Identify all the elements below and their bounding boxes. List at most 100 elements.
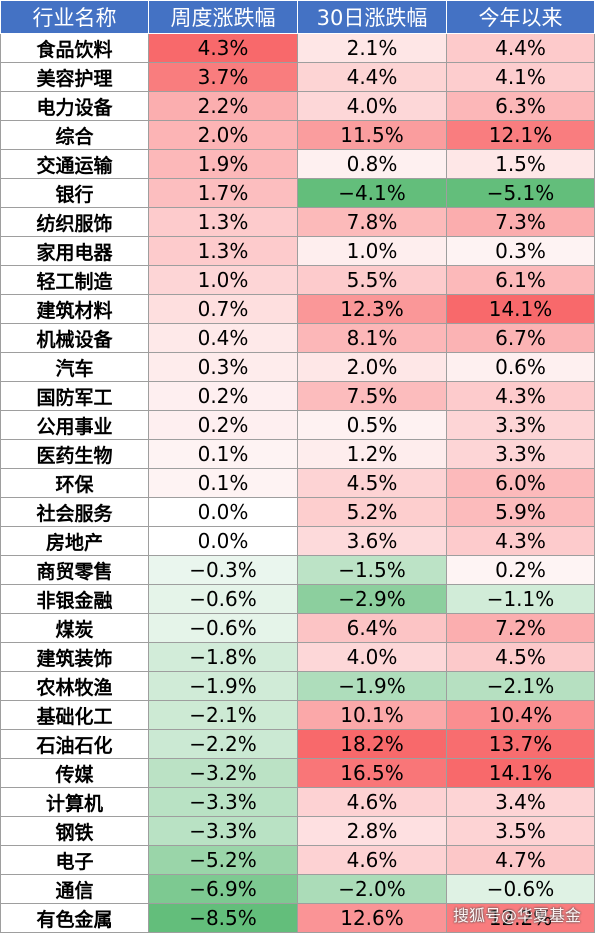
table-row: 环保 0.1% 4.5% 6.0%	[0, 468, 595, 498]
weekly-change-cell: 3.7%	[148, 62, 298, 92]
ytd-change-cell: 4.3%	[446, 381, 595, 411]
industry-name-cell: 纺织服饰	[0, 207, 149, 237]
weekly-change-cell: −0.6%	[148, 584, 298, 614]
ytd-change-cell: 12.1%	[446, 120, 595, 150]
30day-change-cell: 5.2%	[297, 497, 447, 527]
weekly-change-cell: −3.2%	[148, 758, 298, 788]
industry-name-cell: 汽车	[0, 352, 149, 382]
ytd-change-cell: 4.7%	[446, 845, 595, 875]
30day-change-cell: 18.2%	[297, 729, 447, 759]
ytd-change-cell: 4.4%	[446, 33, 595, 63]
weekly-change-cell: 0.0%	[148, 497, 298, 527]
30day-change-cell: −1.9%	[297, 671, 447, 701]
table-row: 煤炭 −0.6% 6.4% 7.2%	[0, 613, 595, 643]
table-row: 食品饮料 4.3% 2.1% 4.4%	[0, 33, 595, 63]
table-row: 纺织服饰 1.3% 7.8% 7.3%	[0, 207, 595, 237]
30day-change-cell: 4.4%	[297, 62, 447, 92]
ytd-change-cell: 0.2%	[446, 555, 595, 585]
ytd-change-cell: 3.4%	[446, 787, 595, 817]
weekly-change-cell: −2.2%	[148, 729, 298, 759]
30day-change-cell: 5.5%	[297, 265, 447, 295]
30day-change-cell: 4.6%	[297, 787, 447, 817]
30day-change-cell: 4.6%	[297, 845, 447, 875]
table-row: 非银金融 −0.6% −2.9% −1.1%	[0, 584, 595, 614]
ytd-change-cell: 0.3%	[446, 236, 595, 266]
weekly-change-cell: 0.0%	[148, 526, 298, 556]
header-row: 行业名称 周度涨跌幅 30日涨跌幅 今年以来	[0, 0, 595, 34]
industry-name-cell: 银行	[0, 178, 149, 208]
30day-change-cell: 1.2%	[297, 439, 447, 469]
weekly-change-cell: 0.4%	[148, 323, 298, 353]
30day-change-cell: 10.1%	[297, 700, 447, 730]
weekly-change-cell: 2.2%	[148, 91, 298, 121]
industry-name-cell: 国防军工	[0, 381, 149, 411]
industry-name-cell: 轻工制造	[0, 265, 149, 295]
industry-name-cell: 房地产	[0, 526, 149, 556]
table-row: 钢铁 −3.3% 2.8% 3.5%	[0, 816, 595, 846]
weekly-change-cell: −1.8%	[148, 642, 298, 672]
weekly-change-cell: −0.3%	[148, 555, 298, 585]
weekly-change-cell: 0.2%	[148, 381, 298, 411]
30day-change-cell: 8.1%	[297, 323, 447, 353]
weekly-change-cell: −1.9%	[148, 671, 298, 701]
ytd-change-cell: 14.1%	[446, 294, 595, 324]
industry-name-cell: 传媒	[0, 758, 149, 788]
weekly-change-cell: 0.1%	[148, 439, 298, 469]
ytd-change-cell: −5.1%	[446, 178, 595, 208]
ytd-change-cell: 6.3%	[446, 91, 595, 121]
weekly-change-cell: −2.1%	[148, 700, 298, 730]
table-row: 国防军工 0.2% 7.5% 4.3%	[0, 381, 595, 411]
ytd-change-cell: 7.2%	[446, 613, 595, 643]
ytd-change-cell: 3.5%	[446, 816, 595, 846]
weekly-change-cell: 1.0%	[148, 265, 298, 295]
ytd-change-cell: −2.1%	[446, 671, 595, 701]
ytd-change-cell: 1.5%	[446, 149, 595, 179]
table-row: 汽车 0.3% 2.0% 0.6%	[0, 352, 595, 382]
header-ytd-change: 今年以来	[446, 0, 595, 34]
ytd-change-cell: 4.5%	[446, 642, 595, 672]
ytd-change-cell: 14.1%	[446, 758, 595, 788]
ytd-change-cell: 3.3%	[446, 410, 595, 440]
table-row: 公用事业 0.2% 0.5% 3.3%	[0, 410, 595, 440]
header-30day-change: 30日涨跌幅	[297, 0, 447, 34]
industry-name-cell: 食品饮料	[0, 33, 149, 63]
weekly-change-cell: 1.3%	[148, 207, 298, 237]
weekly-change-cell: −5.2%	[148, 845, 298, 875]
30day-change-cell: 3.6%	[297, 526, 447, 556]
table-row: 农林牧渔 −1.9% −1.9% −2.1%	[0, 671, 595, 701]
weekly-change-cell: −3.3%	[148, 816, 298, 846]
ytd-change-cell: 13.7%	[446, 729, 595, 759]
30day-change-cell: 2.0%	[297, 352, 447, 382]
ytd-change-cell: 5.9%	[446, 497, 595, 527]
ytd-change-cell: 6.0%	[446, 468, 595, 498]
industry-name-cell: 环保	[0, 468, 149, 498]
table-row: 交通运输 1.9% 0.8% 1.5%	[0, 149, 595, 179]
ytd-change-cell: −1.1%	[446, 584, 595, 614]
weekly-change-cell: 0.2%	[148, 410, 298, 440]
ytd-change-cell: 0.6%	[446, 352, 595, 382]
30day-change-cell: 6.4%	[297, 613, 447, 643]
table-row: 计算机 −3.3% 4.6% 3.4%	[0, 787, 595, 817]
30day-change-cell: 7.5%	[297, 381, 447, 411]
table-row: 社会服务 0.0% 5.2% 5.9%	[0, 497, 595, 527]
industry-name-cell: 机械设备	[0, 323, 149, 353]
industry-name-cell: 计算机	[0, 787, 149, 817]
table-row: 家用电器 1.3% 1.0% 0.3%	[0, 236, 595, 266]
table-row: 医药生物 0.1% 1.2% 3.3%	[0, 439, 595, 469]
30day-change-cell: 0.8%	[297, 149, 447, 179]
table-row: 综合 2.0% 11.5% 12.1%	[0, 120, 595, 150]
industry-name-cell: 公用事业	[0, 410, 149, 440]
weekly-change-cell: 4.3%	[148, 33, 298, 63]
table-row: 传媒 −3.2% 16.5% 14.1%	[0, 758, 595, 788]
30day-change-cell: −1.5%	[297, 555, 447, 585]
table-row: 美容护理 3.7% 4.4% 4.1%	[0, 62, 595, 92]
30day-change-cell: 11.5%	[297, 120, 447, 150]
30day-change-cell: 1.0%	[297, 236, 447, 266]
30day-change-cell: 2.1%	[297, 33, 447, 63]
industry-name-cell: 社会服务	[0, 497, 149, 527]
30day-change-cell: 4.5%	[297, 468, 447, 498]
industry-name-cell: 电力设备	[0, 91, 149, 121]
weekly-change-cell: 2.0%	[148, 120, 298, 150]
ytd-change-cell: 4.1%	[446, 62, 595, 92]
industry-name-cell: 农林牧渔	[0, 671, 149, 701]
